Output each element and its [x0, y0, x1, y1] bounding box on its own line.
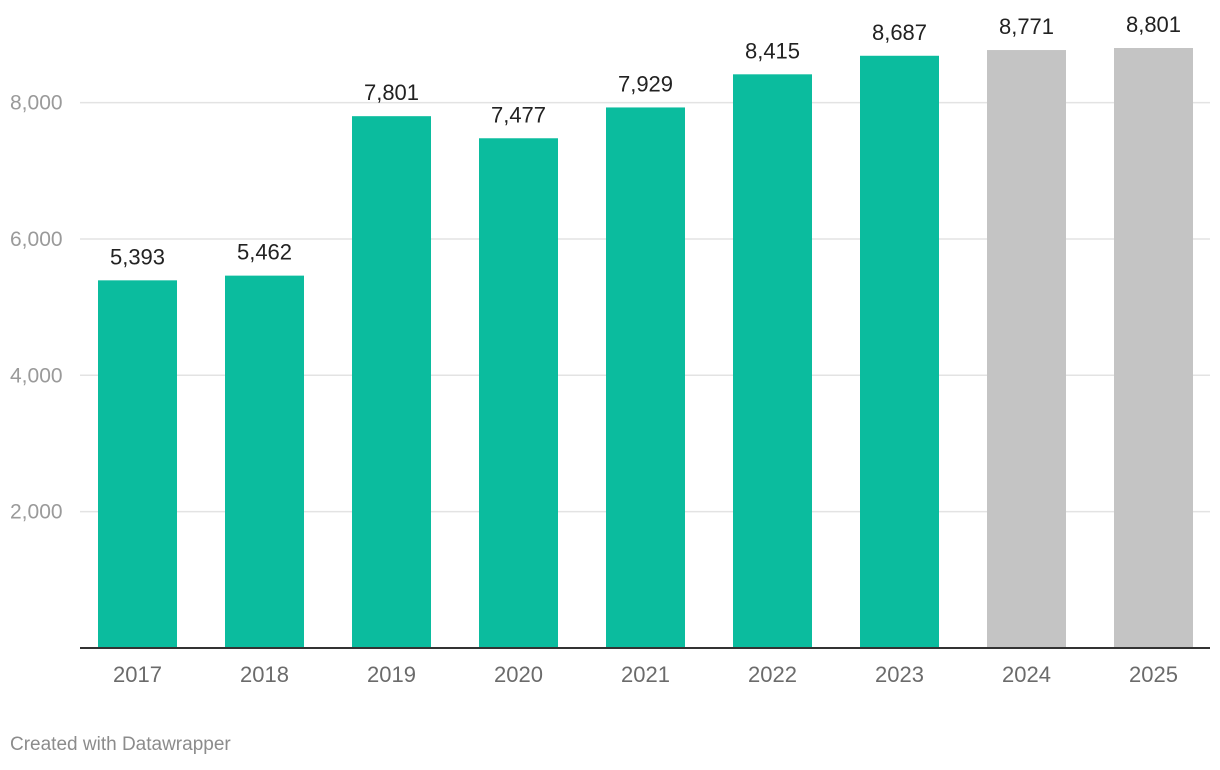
x-tick-label-2024: 2024	[1002, 662, 1051, 687]
credit-text: Created with Datawrapper	[10, 734, 231, 755]
x-tick-label-2022: 2022	[748, 662, 797, 687]
x-tick-label-2020: 2020	[494, 662, 543, 687]
y-axis-tick-labels: 2,000 4,000 6,000 8,000	[10, 92, 63, 524]
data-label-2019: 7,801	[364, 80, 419, 105]
bar-2021	[606, 107, 685, 648]
y-tick-label: 2,000	[10, 501, 63, 524]
x-tick-label-2023: 2023	[875, 662, 924, 687]
data-label-2017: 5,393	[110, 244, 165, 269]
bar-2024	[987, 50, 1066, 648]
bar-2019	[352, 116, 431, 648]
bar-2018	[225, 275, 304, 648]
x-tick-label-2021: 2021	[621, 662, 670, 687]
data-label-2022: 8,415	[745, 38, 800, 63]
bar-2020	[479, 138, 558, 649]
bar-2023	[860, 55, 939, 648]
x-tick-label-2025: 2025	[1129, 662, 1178, 687]
x-tick-label-2017: 2017	[113, 662, 162, 687]
data-label-2020: 7,477	[491, 102, 546, 127]
bars	[98, 48, 1193, 649]
bar-2025	[1114, 48, 1193, 648]
x-tick-label-2018: 2018	[240, 662, 289, 687]
data-label-2021: 7,929	[618, 71, 673, 96]
data-labels: 5,393 5,462 7,801 7,477 7,929 8,415 8,687 8,771…	[110, 12, 1181, 269]
bar-2022	[733, 74, 812, 649]
x-tick-label-2019: 2019	[367, 662, 416, 687]
x-axis-tick-labels: 2017 2018 2019 2020 2021 2022 2023 2024 2025	[113, 662, 1178, 687]
data-label-2025: 8,801	[1126, 12, 1181, 37]
y-tick-label: 6,000	[10, 228, 63, 251]
y-tick-label: 4,000	[10, 364, 63, 387]
data-label-2024: 8,771	[999, 14, 1054, 39]
data-label-2018: 5,462	[237, 240, 292, 265]
bar-2017	[98, 280, 177, 648]
y-tick-label: 8,000	[10, 92, 63, 115]
data-label-2023: 8,687	[872, 20, 927, 45]
